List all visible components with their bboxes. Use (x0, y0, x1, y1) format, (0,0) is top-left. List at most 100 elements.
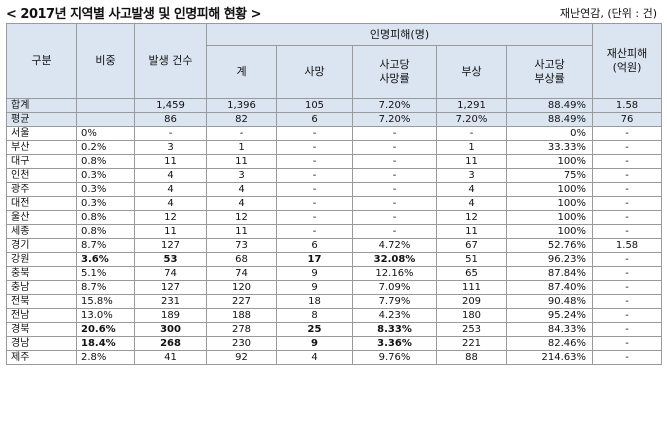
cell-count: - (134, 126, 207, 141)
cell-deaths: 9 (276, 266, 353, 281)
cell-injured: 88 (436, 350, 507, 365)
header-injured: 부상 (436, 45, 507, 99)
cell-count: 74 (134, 266, 207, 281)
cell-deaths: 6 (276, 238, 353, 253)
cell-deaths: - (276, 224, 353, 239)
cell-injured: 180 (436, 308, 507, 323)
cell-share: 0.3% (76, 182, 135, 197)
cell-share: 3.6% (76, 252, 135, 267)
cell-region: 부산 (6, 140, 77, 155)
table-row: 경기 8.7% 127 73 6 4.72% 67 52.76% 1.58 (6, 238, 663, 253)
header-death-rate: 사고당 사망률 (352, 45, 437, 99)
cell-injury-rate: 90.48% (505, 294, 594, 309)
cell-deaths: 105 (276, 98, 353, 113)
cell-deaths: 17 (276, 252, 353, 267)
cell-injured: 221 (436, 336, 507, 351)
table-row: 대구 0.8% 11 11- -11 100% - (6, 154, 663, 169)
header-casualty-group: 인명피해(명) (205, 23, 594, 46)
cell-region: 전남 (6, 308, 77, 323)
cell-total: 73 (206, 238, 277, 253)
header-region: 구분 (6, 23, 77, 99)
cell-death-rate: - (352, 140, 437, 155)
header-share: 비중 (76, 23, 135, 99)
cell-property: - (592, 336, 663, 351)
cell-total: 4 (206, 182, 277, 197)
cell-injury-rate: 100% (505, 182, 594, 197)
table-row: 제주 2.8% 41 92 4 9.76% 88 214.63% - (6, 350, 663, 365)
cell-death-rate: 32.08% (352, 252, 437, 267)
cell-property: - (592, 126, 663, 141)
cell-injured: 4 (436, 182, 507, 197)
cell-death-rate: - (352, 224, 437, 239)
cell-injury-rate: 96.23% (505, 252, 594, 267)
cell-injured: - (436, 126, 507, 141)
cell-death-rate: 12.16% (352, 266, 437, 281)
cell-region: 대구 (6, 154, 77, 169)
table-row: 광주 0.3% 4 4- -4 100% - (6, 182, 663, 197)
cell-injury-rate: 100% (505, 196, 594, 211)
cell-injured: 67 (436, 238, 507, 253)
cell-property: - (592, 224, 663, 239)
cell-deaths: 4 (276, 350, 353, 365)
cell-injured: 1,291 (436, 98, 507, 113)
cell-total: 11 (206, 154, 277, 169)
header-injury-rate: 사고당 부상률 (505, 45, 594, 99)
cell-deaths: 25 (276, 322, 353, 337)
table-row: 강원 3.6% 53 68 17 32.08% 51 96.23% - (6, 252, 663, 267)
cell-count: 86 (134, 112, 207, 127)
cell-region: 강원 (6, 252, 77, 267)
cell-count: 268 (134, 336, 207, 351)
cell-deaths: 6 (276, 112, 353, 127)
cell-death-rate: - (352, 154, 437, 169)
cell-injured: 11 (436, 224, 507, 239)
cell-count: 4 (134, 168, 207, 183)
cell-deaths: - (276, 182, 353, 197)
cell-injury-rate: 33.33% (505, 140, 594, 155)
cell-count: 53 (134, 252, 207, 267)
table-row: 세종 0.8% 11 11- -11 100% - (6, 224, 663, 239)
cell-count: 231 (134, 294, 207, 309)
cell-deaths: - (276, 168, 353, 183)
cell-death-rate: 7.20% (352, 112, 437, 127)
cell-count: 300 (134, 322, 207, 337)
cell-count: 3 (134, 140, 207, 155)
cell-share: 8.7% (76, 280, 135, 295)
cell-injured: 51 (436, 252, 507, 267)
cell-share: 13.0% (76, 308, 135, 323)
cell-total: 120 (206, 280, 277, 295)
cell-deaths: 9 (276, 280, 353, 295)
table-row: 경북 20.6% 300 278 25 8.33% 253 84.33% - (6, 322, 663, 337)
cell-total: 11 (206, 224, 277, 239)
cell-total: 188 (206, 308, 277, 323)
cell-region: 제주 (6, 350, 77, 365)
cell-property: - (592, 168, 663, 183)
cell-injured: 4 (436, 196, 507, 211)
cell-deaths: - (276, 126, 353, 141)
cell-region: 서울 (6, 126, 77, 141)
cell-region: 경북 (6, 322, 77, 337)
cell-injured: 7.20% (436, 112, 507, 127)
cell-injury-rate: 95.24% (505, 308, 594, 323)
cell-property: - (592, 210, 663, 225)
header-deaths: 사망 (276, 45, 353, 99)
cell-injured: 11 (436, 154, 507, 169)
cell-property: 1.58 (592, 238, 663, 253)
cell-share: 20.6% (76, 322, 135, 337)
cell-region: 울산 (6, 210, 77, 225)
table-row: 충남 8.7% 127 120 9 7.09% 111 87.40% - (6, 280, 663, 295)
cell-total: - (206, 126, 277, 141)
cell-region: 경기 (6, 238, 77, 253)
cell-region: 합계 (6, 98, 77, 113)
cell-death-rate: 8.33% (352, 322, 437, 337)
cell-death-rate: 7.79% (352, 294, 437, 309)
cell-property: - (592, 140, 663, 155)
cell-injured: 1 (436, 140, 507, 155)
table-row: 인천 0.3% 4 3- -3 75% - (6, 168, 663, 183)
cell-injury-rate: 75% (505, 168, 594, 183)
header-total: 계 (206, 45, 277, 99)
cell-deaths: - (276, 140, 353, 155)
cell-count: 1,459 (134, 98, 207, 113)
cell-injury-rate: 88.49% (505, 98, 594, 113)
cell-region: 대전 (6, 196, 77, 211)
cell-property: - (592, 196, 663, 211)
